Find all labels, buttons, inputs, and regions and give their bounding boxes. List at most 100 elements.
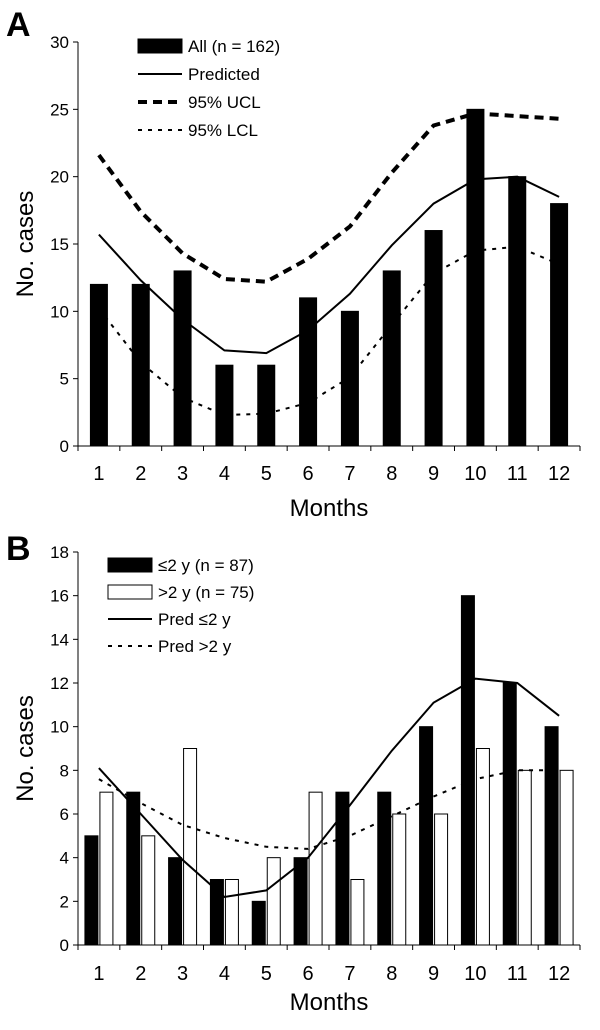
y-axis-label: No. cases (12, 191, 39, 298)
x-tick-label: 10 (464, 963, 486, 985)
x-tick-label: 11 (507, 463, 528, 485)
bar-a-s0-m8 (382, 270, 401, 447)
y-tick-label: 20 (50, 168, 69, 187)
x-tick-label: 5 (261, 463, 272, 485)
x-tick-label: 6 (303, 963, 314, 985)
panel-letter-a: A (6, 6, 31, 44)
panel-letter-b: B (6, 530, 31, 568)
x-axis-label: Months (290, 495, 369, 522)
y-tick-label: 0 (60, 936, 69, 955)
line-a-95-ucl (97, 111, 560, 284)
line-a-predicted (98, 175, 560, 355)
y-tick-label: 8 (60, 761, 69, 780)
y-axis-label: No. cases (12, 695, 39, 802)
x-tick-label: 2 (135, 963, 146, 985)
x-tick-label: 12 (548, 963, 570, 985)
bar-b-s1-m2 (141, 835, 156, 946)
x-tick-label: 6 (303, 463, 314, 485)
bar-b-s0-m7 (335, 791, 350, 946)
x-tick-label: 7 (344, 963, 355, 985)
y-tick-label: 2 (60, 892, 69, 911)
bar-b-s1-m6 (308, 791, 323, 946)
x-tick-label: 7 (344, 463, 355, 485)
x-tick-label: 10 (464, 463, 486, 485)
y-tick-label: 14 (50, 630, 69, 649)
bar-a-s0-m4 (215, 364, 234, 447)
bar-b-s1-m9 (434, 813, 449, 946)
y-tick-label: 25 (50, 100, 69, 119)
y-tick-label: 0 (60, 437, 69, 456)
legend-swatch-b (107, 557, 153, 573)
bar-b-s1-m11 (517, 769, 532, 946)
bar-b-s0-m10 (460, 595, 475, 946)
bar-a-s0-m1 (89, 283, 108, 447)
x-tick-label: 12 (548, 463, 570, 485)
bar-b-s0-m5 (251, 900, 266, 946)
bar-b-s0-m12 (544, 726, 559, 946)
y-tick-label: 15 (50, 235, 69, 254)
legend-label-a: All (n = 162) (188, 37, 280, 56)
y-tick-label: 16 (50, 587, 69, 606)
y-tick-label: 10 (50, 302, 69, 321)
line-a-95-lcl (98, 245, 560, 417)
legend-label-a: 95% LCL (188, 121, 258, 140)
bar-b-s0-m1 (84, 835, 99, 946)
bar-a-s0-m9 (424, 230, 443, 447)
legend-label-a: 95% UCL (188, 93, 261, 112)
bar-a-s0-m11 (508, 176, 527, 447)
x-tick-label: 2 (135, 463, 146, 485)
bar-b-s1-m1 (99, 791, 114, 946)
y-tick-label: 30 (50, 33, 69, 52)
bar-b-s0-m8 (377, 791, 392, 946)
line-b-pred-2-y (98, 677, 560, 899)
legend-label-b: Pred ≤2 y (158, 610, 231, 629)
bar-b-s1-m12 (559, 769, 574, 946)
bar-b-s1-m7 (350, 879, 365, 946)
bar-b-s0-m4 (209, 879, 224, 946)
x-tick-label: 3 (177, 963, 188, 985)
bar-b-s1-m5 (266, 857, 281, 946)
x-tick-label: 11 (507, 963, 528, 985)
x-tick-label: 9 (428, 963, 439, 985)
legend-swatch-a (137, 38, 183, 54)
x-tick-label: 8 (386, 463, 397, 485)
x-tick-label: 5 (261, 963, 272, 985)
x-axis-label: Months (290, 989, 369, 1016)
x-tick-label: 4 (219, 463, 230, 485)
bar-b-s0-m2 (126, 791, 141, 946)
bar-a-s0-m2 (131, 283, 150, 447)
y-tick-label: 5 (60, 370, 69, 389)
x-tick-label: 3 (177, 463, 188, 485)
bar-a-s0-m3 (173, 270, 192, 447)
legend-label-b: >2 y (n = 75) (158, 583, 254, 602)
bar-a-s0-m6 (299, 297, 318, 447)
y-tick-label: 6 (60, 805, 69, 824)
bar-a-s0-m5 (257, 364, 276, 447)
y-tick-label: 10 (50, 718, 69, 737)
legend-label-b: Pred >2 y (158, 637, 232, 656)
legend-label-b: ≤2 y (n = 87) (158, 556, 254, 575)
bar-b-s1-m8 (392, 813, 407, 946)
bar-b-s1-m3 (183, 748, 198, 946)
bar-a-s0-m10 (466, 108, 485, 447)
legend-label-a: Predicted (188, 65, 260, 84)
y-tick-label: 4 (60, 849, 69, 868)
bar-a-s0-m7 (340, 310, 359, 447)
y-tick-label: 18 (50, 543, 69, 562)
bar-b-s1-m4 (224, 879, 239, 946)
x-tick-label: 8 (386, 963, 397, 985)
bar-b-s0-m9 (419, 726, 434, 946)
legend-swatch-b (107, 584, 153, 600)
bar-a-s0-m12 (550, 203, 569, 447)
bar-b-s0-m3 (168, 857, 183, 946)
bar-b-s1-m10 (475, 748, 490, 946)
line-b-pred-2-y (98, 769, 560, 850)
x-tick-label: 9 (428, 463, 439, 485)
x-tick-label: 4 (219, 963, 230, 985)
bar-b-s0-m6 (293, 857, 308, 946)
x-tick-label: 1 (93, 463, 104, 485)
y-tick-label: 12 (50, 674, 69, 693)
